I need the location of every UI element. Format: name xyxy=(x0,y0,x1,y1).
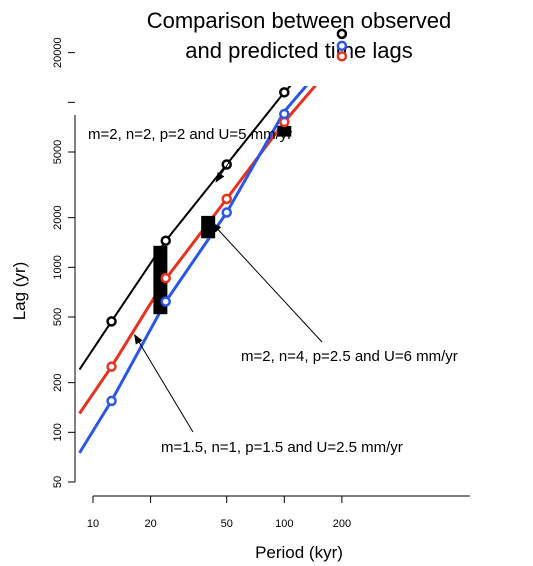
chart-title-line-1: Comparison between observed xyxy=(147,8,452,33)
y-axis-label: Lag (yr) xyxy=(10,262,29,321)
x-tick-label: 100 xyxy=(275,518,293,530)
series-3-point xyxy=(106,395,117,407)
x-axis-ticks: 10 20 50 100 200 xyxy=(87,496,351,530)
y-tick-label: 50 xyxy=(52,476,64,488)
y-tick-label: 5000 xyxy=(52,140,64,164)
series-3-point xyxy=(336,40,348,52)
series-line-3 xyxy=(78,86,309,454)
annotation-arrow-2 xyxy=(211,222,323,343)
series-2-point xyxy=(106,361,117,372)
model-lines xyxy=(78,86,317,454)
series-2-point xyxy=(160,272,171,284)
y-tick-label: 100 xyxy=(52,423,64,441)
model-points xyxy=(106,28,348,407)
series-2-point xyxy=(221,193,232,205)
series-1-point xyxy=(106,316,117,327)
y-tick-label: 1000 xyxy=(52,255,64,279)
annotation-arrow-3 xyxy=(134,333,194,433)
series-line-1 xyxy=(78,86,292,371)
x-tick-label: 50 xyxy=(221,518,233,530)
observed-lag-bar xyxy=(201,215,216,239)
chart-title-line-2: and predicted time lags xyxy=(185,38,412,63)
series-3-point xyxy=(160,296,171,307)
series-1-point xyxy=(279,87,290,98)
x-tick-label: 10 xyxy=(87,518,99,530)
annotation-label-1: m=2, n=2, p=2 and U=5 mm/yr xyxy=(88,126,292,143)
annotation-label-2: m=2, n=4, p=2.5 and U=6 mm/yr xyxy=(241,348,458,365)
y-tick-label: 20000 xyxy=(52,37,64,68)
series-2-point xyxy=(336,51,348,62)
y-tick-label: 500 xyxy=(52,308,64,326)
annotation-arrow-1 xyxy=(215,148,239,183)
series-3-point xyxy=(221,207,232,218)
y-axis-ticks: 50 100 200 500 1000 2000 5000 20000 xyxy=(52,37,75,488)
x-tick-label: 200 xyxy=(333,518,351,530)
series-3-point xyxy=(279,108,290,120)
x-tick-label: 20 xyxy=(144,518,156,530)
series-1-point xyxy=(336,28,348,40)
annotation-label-3: m=1.5, n=1, p=1.5 and U=2.5 mm/yr xyxy=(161,439,403,456)
observed-lag-bar xyxy=(277,125,292,137)
y-tick-label: 200 xyxy=(52,373,64,391)
x-axis-label: Period (kyr) xyxy=(255,543,343,562)
series-1-point xyxy=(160,235,171,246)
y-tick-label: 2000 xyxy=(52,205,64,229)
